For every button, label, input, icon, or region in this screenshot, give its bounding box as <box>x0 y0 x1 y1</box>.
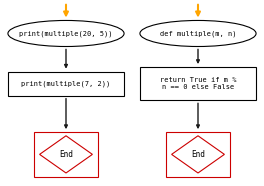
Bar <box>8 72 124 96</box>
Polygon shape <box>172 136 224 173</box>
Text: print(multiple(7, 2)): print(multiple(7, 2)) <box>21 81 111 87</box>
Bar <box>140 67 256 100</box>
Text: End: End <box>191 150 205 159</box>
Bar <box>166 132 230 177</box>
Text: def multiple(m, n): def multiple(m, n) <box>160 30 236 37</box>
Ellipse shape <box>8 20 124 46</box>
Ellipse shape <box>140 20 256 46</box>
Text: End: End <box>59 150 73 159</box>
Polygon shape <box>40 136 92 173</box>
Text: print(multiple(20, 5)): print(multiple(20, 5)) <box>19 30 113 37</box>
Text: return True if m %
n == 0 else False: return True if m % n == 0 else False <box>160 77 236 90</box>
Bar <box>34 132 98 177</box>
